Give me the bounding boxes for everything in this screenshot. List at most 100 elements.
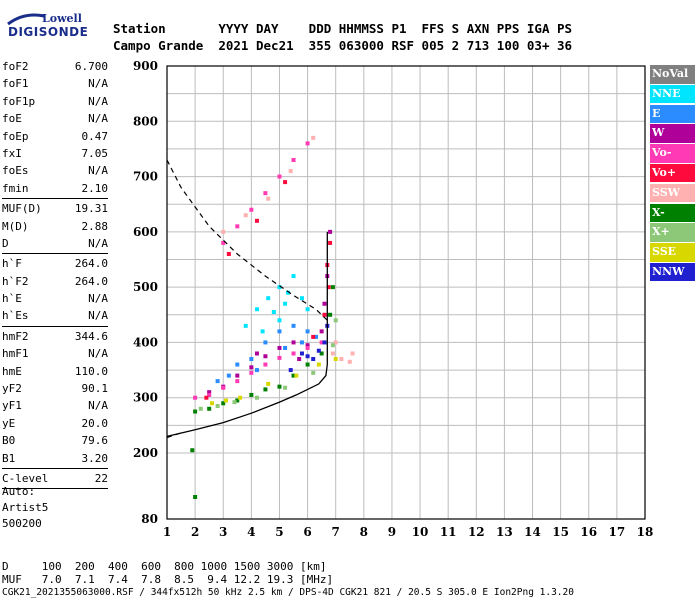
data-point xyxy=(333,318,338,323)
data-point xyxy=(277,384,282,389)
data-point xyxy=(215,404,220,409)
param-row: foF1 N/A xyxy=(2,75,108,92)
data-point xyxy=(328,240,333,245)
data-point xyxy=(299,296,304,301)
param-value: 20.0 xyxy=(81,416,109,430)
param-row: h`F2 264.0 xyxy=(2,273,108,290)
data-point xyxy=(193,409,198,414)
footer-info: CGK21_2021355063000.RSF / 344fx512h 50 k… xyxy=(2,587,574,598)
legend-item-x-: X+ xyxy=(650,223,695,242)
legend-item-ssw: SSW xyxy=(650,183,695,203)
data-point xyxy=(277,355,282,360)
data-point xyxy=(249,357,254,362)
data-point xyxy=(305,343,310,348)
param-key: foEs xyxy=(2,164,29,178)
profile-dashed-lower-line xyxy=(166,431,185,439)
x-tick-label: 14 xyxy=(524,525,541,539)
param-key: B1 xyxy=(2,451,16,465)
param-row: fmin 2.10 xyxy=(2,180,108,197)
data-point xyxy=(319,351,324,356)
data-point xyxy=(254,307,259,312)
autoscaling-info: Auto: Artist5 500200 xyxy=(2,484,48,532)
param-row: foEs N/A xyxy=(2,162,108,179)
param-value: 19.31 xyxy=(74,202,108,216)
x-tick-label: 13 xyxy=(496,525,513,539)
data-point xyxy=(263,340,268,345)
x-tick-label: 18 xyxy=(637,525,654,539)
legend-item-noval: NoVal xyxy=(650,65,695,84)
param-separator xyxy=(2,253,108,255)
param-key: h`E xyxy=(2,292,22,306)
auto-line-1: Auto: xyxy=(2,485,36,498)
data-point xyxy=(330,285,335,290)
param-key: h`F2 xyxy=(2,274,29,288)
param-key: M(D) xyxy=(2,219,29,233)
param-value: N/A xyxy=(88,94,108,108)
param-value: 264.0 xyxy=(74,257,108,271)
data-point xyxy=(249,392,254,397)
param-row: C-level 22 xyxy=(2,470,108,487)
data-point xyxy=(271,310,276,315)
x-tick-label: 4 xyxy=(247,525,255,539)
data-point xyxy=(299,351,304,356)
data-point xyxy=(328,229,333,234)
data-point xyxy=(215,379,220,384)
x-tick-label: 8 xyxy=(360,525,368,539)
y-tick-label: 900 xyxy=(133,59,158,73)
data-point xyxy=(316,362,321,367)
param-row: B1 3.20 xyxy=(2,450,108,467)
y-tick-label: 800 xyxy=(133,114,158,128)
param-value: N/A xyxy=(88,309,108,323)
muf-table-row-2: MUF 7.0 7.1 7.4 7.8 8.5 9.4 12.2 19.3 [M… xyxy=(2,573,334,586)
param-value: N/A xyxy=(88,112,108,126)
legend-item-w: W xyxy=(650,124,695,143)
data-point xyxy=(305,362,310,367)
auto-line-2: Artist5 xyxy=(2,501,49,514)
x-tick-label: 17 xyxy=(609,525,626,539)
data-point xyxy=(263,191,268,196)
param-value: N/A xyxy=(88,164,108,178)
data-point xyxy=(319,340,324,345)
param-key: fxI xyxy=(2,146,22,160)
data-point xyxy=(305,141,310,146)
data-point xyxy=(209,401,214,406)
data-point xyxy=(235,373,240,378)
data-point xyxy=(297,357,302,362)
data-point xyxy=(254,351,259,356)
data-point xyxy=(291,323,296,328)
data-point xyxy=(299,340,304,345)
data-point xyxy=(311,334,316,339)
x-tick-label: 9 xyxy=(388,525,396,539)
data-point xyxy=(333,357,338,362)
param-value: N/A xyxy=(88,399,108,413)
param-value: N/A xyxy=(88,77,108,91)
y-tick-label: 80 xyxy=(141,512,158,526)
data-point xyxy=(235,224,240,229)
data-point xyxy=(207,406,212,411)
data-point xyxy=(226,251,231,256)
data-point xyxy=(319,329,324,334)
param-key: D xyxy=(2,236,9,250)
param-value: N/A xyxy=(88,292,108,306)
param-key: hmF2 xyxy=(2,329,29,343)
param-key: B0 xyxy=(2,434,16,448)
data-point xyxy=(266,296,271,301)
data-point xyxy=(263,354,268,359)
polarization-legend: NoVal NNE E W Vo- Vo+ SSW X- X+ SSE NNW xyxy=(650,65,695,283)
logo-swoosh-icon xyxy=(7,13,45,26)
x-tick-label: 12 xyxy=(468,525,485,539)
header-row-1: Station YYYY DAY DDD HHMMSS P1 FFS S AXN… xyxy=(113,21,573,36)
data-point xyxy=(311,135,316,140)
data-point xyxy=(238,395,243,400)
data-point xyxy=(263,387,268,392)
param-key: foF1p xyxy=(2,94,36,108)
data-point xyxy=(193,495,198,499)
data-point xyxy=(221,385,226,390)
param-value: 344.6 xyxy=(74,329,108,343)
profile-solid-line xyxy=(166,231,328,438)
data-point xyxy=(277,174,282,179)
x-tick-label: 2 xyxy=(191,525,199,539)
y-tick-label: 300 xyxy=(133,391,158,405)
profile-dashed-line xyxy=(166,159,328,321)
x-tick-label: 10 xyxy=(412,525,429,539)
